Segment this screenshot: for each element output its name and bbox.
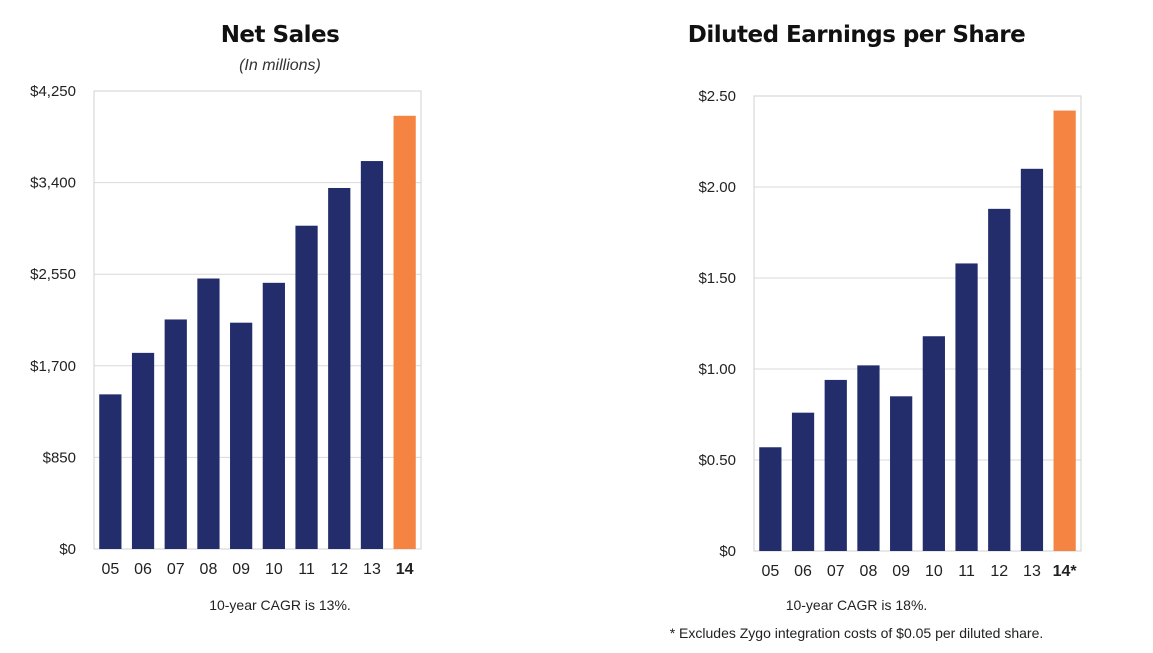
y-tick-label: $4,250 — [30, 83, 76, 100]
x-tick-label: 06 — [134, 561, 152, 578]
bar — [328, 187, 351, 550]
bar — [295, 225, 318, 550]
bar — [988, 208, 1011, 551]
x-tick-label: 06 — [794, 563, 812, 580]
chart-title: Diluted Earnings per Share — [687, 22, 1026, 48]
net-sales-chart-panel: Net Sales (In millions) $0 $850 $1,700 $2,5… — [0, 0, 560, 653]
plot-frame — [753, 95, 1082, 552]
bar — [262, 282, 285, 549]
x-tick-label: 07 — [827, 563, 845, 580]
y-tick-label: $1.00 — [698, 361, 736, 378]
x-tick-label: 12 — [330, 561, 348, 578]
bar — [393, 115, 416, 549]
x-tick-label: 11 — [298, 561, 315, 578]
x-tick-label: 05 — [101, 561, 119, 578]
x-tick-label: 05 — [761, 563, 779, 580]
y-tick-label: $0 — [59, 541, 76, 558]
bar — [759, 447, 782, 551]
bar — [890, 396, 913, 551]
x-tick-label: 09 — [892, 563, 910, 580]
bar — [1020, 168, 1044, 552]
bar — [824, 379, 847, 551]
y-tick-label: $3,400 — [30, 175, 76, 192]
x-tick-label: 11 — [958, 563, 975, 580]
y-tick-label: $0 — [719, 543, 736, 560]
bar — [922, 336, 945, 551]
bar — [230, 322, 253, 549]
bar — [955, 263, 978, 551]
bar — [1053, 110, 1076, 551]
eps-plot: $0 $0.50 $1.00 $1.50 $2.00 $2.50 05 06 07 08 09 10 1… — [698, 88, 1082, 580]
y-tick-label: $2.00 — [698, 179, 736, 196]
chart-footnote: 10-year CAGR is 13%. — [209, 597, 351, 613]
x-tick-label: 09 — [232, 561, 250, 578]
y-tick-label: $2,550 — [30, 266, 76, 283]
x-tick-label: 14* — [1053, 563, 1078, 580]
x-tick-label: 13 — [363, 561, 381, 578]
chart-subtitle: (In millions) — [239, 57, 321, 74]
chart-footnote: 10-year CAGR is 18%. — [785, 597, 928, 613]
bar — [164, 319, 187, 549]
x-tick-label: 10 — [925, 563, 943, 580]
x-tick-label: 12 — [990, 563, 1008, 580]
x-tick-label: 14 — [396, 561, 414, 578]
x-tick-label: 10 — [265, 561, 283, 578]
bar — [197, 278, 220, 549]
x-tick-label: 07 — [167, 561, 185, 578]
x-tick-label: 08 — [200, 561, 218, 578]
y-tick-label: $0.50 — [698, 452, 736, 469]
x-tick-label: 13 — [1023, 563, 1041, 580]
plot-frame — [93, 90, 422, 550]
chart-title: Net Sales — [220, 22, 340, 48]
net-sales-plot: $0 $850 $1,700 $2,550 $3,400 $4,250 05 06 07 08 09… — [30, 83, 422, 578]
y-tick-label: $850 — [43, 449, 76, 466]
bar — [857, 365, 880, 551]
y-tick-label: $2.50 — [698, 88, 736, 105]
y-tick-label: $1,700 — [30, 358, 76, 375]
bar — [131, 352, 155, 549]
bar — [99, 394, 122, 549]
x-tick-label: 08 — [860, 563, 878, 580]
bar — [360, 161, 384, 549]
y-tick-label: $1.50 — [698, 270, 736, 287]
chart-note: * Excludes Zygo integration costs of $0.… — [669, 625, 1044, 641]
eps-chart-panel: Diluted Earnings per Share $0 $0.50 $1.00 $… — [560, 0, 1153, 653]
bar — [791, 412, 815, 551]
